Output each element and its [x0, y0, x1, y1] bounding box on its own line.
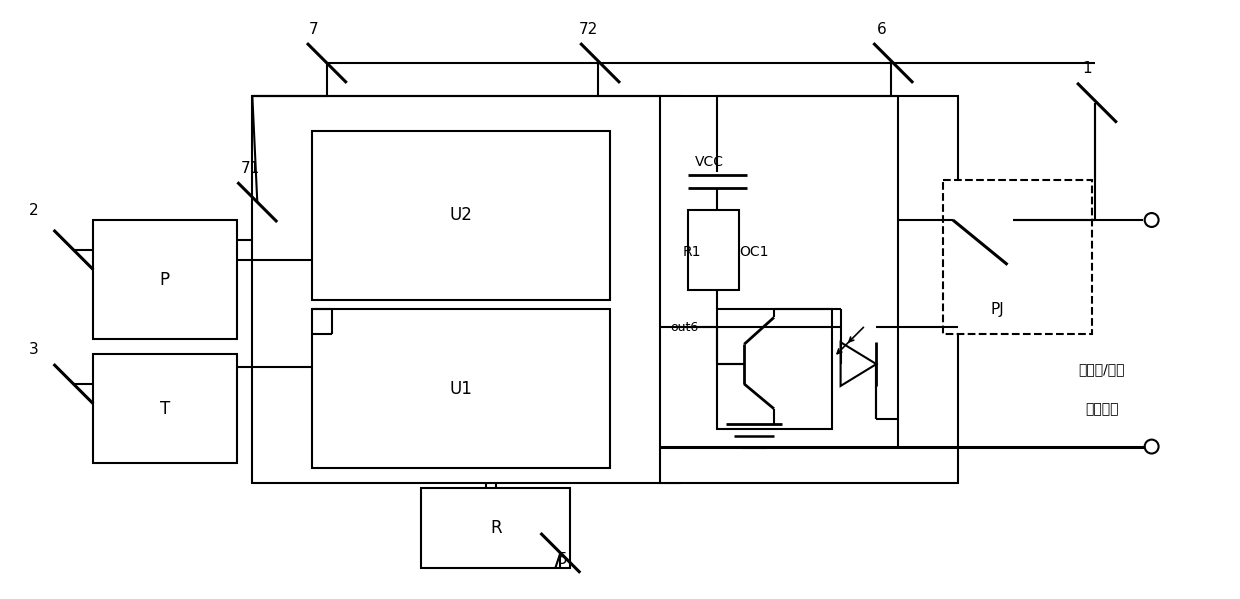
Bar: [660, 96, 957, 483]
Bar: [252, 96, 680, 483]
Text: 1: 1: [1083, 62, 1092, 77]
Text: 6: 6: [877, 22, 887, 37]
Bar: [93, 354, 237, 464]
Text: R1: R1: [682, 245, 701, 259]
Bar: [687, 210, 739, 289]
Text: 72: 72: [579, 22, 598, 37]
Bar: [312, 131, 610, 300]
Text: 2: 2: [29, 202, 38, 217]
Text: P: P: [160, 271, 170, 289]
Bar: [422, 488, 570, 568]
Bar: [93, 220, 237, 339]
Text: 3: 3: [29, 341, 38, 356]
Text: 5: 5: [558, 552, 567, 567]
Bar: [312, 310, 610, 468]
Text: U1: U1: [450, 380, 472, 398]
Text: PJ: PJ: [991, 302, 1004, 317]
Text: 7: 7: [309, 22, 319, 37]
Text: U2: U2: [450, 206, 472, 224]
Text: VCC: VCC: [694, 155, 724, 170]
Text: 接报警/闭锁: 接报警/闭锁: [1079, 362, 1125, 376]
Text: 控制回路: 控制回路: [1085, 402, 1118, 416]
Text: 71: 71: [241, 161, 260, 176]
Text: T: T: [160, 400, 170, 418]
Bar: [942, 180, 1092, 334]
Bar: [718, 310, 832, 429]
Text: out6: out6: [671, 321, 698, 334]
Text: OC1: OC1: [739, 245, 769, 259]
Text: R: R: [490, 519, 502, 537]
